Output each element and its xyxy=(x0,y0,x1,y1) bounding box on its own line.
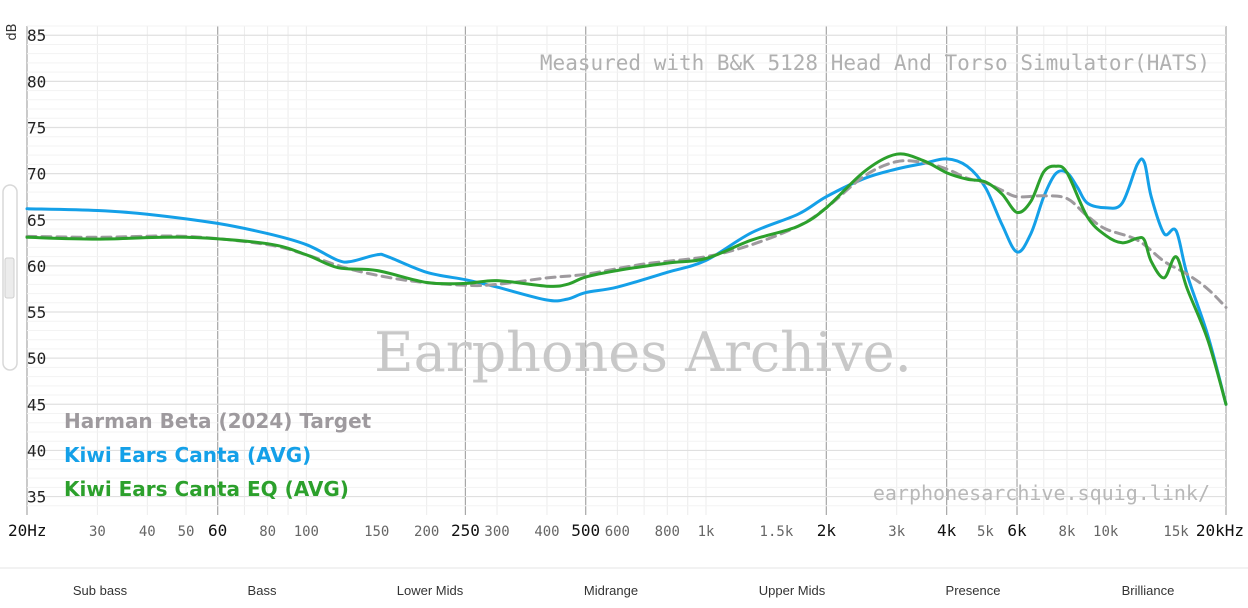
legend-entry: Kiwi Ears Canta (AVG) xyxy=(64,443,311,467)
y-axis-unit: dB xyxy=(5,23,20,40)
source-url: earphonesarchive.squig.link/ xyxy=(873,481,1210,505)
x-tick-label: 500 xyxy=(571,521,600,540)
series-line-canta xyxy=(25,157,1228,406)
x-tick-label: 1.5k xyxy=(760,524,794,540)
x-tick-label: 8k xyxy=(1059,524,1076,540)
x-tick-label: 10k xyxy=(1093,524,1119,540)
band-label: Sub bass xyxy=(73,583,128,598)
x-tick-label: 150 xyxy=(364,524,389,540)
x-tick-label: 20Hz xyxy=(8,521,47,540)
measurement-note: Measured with B&K 5128 Head And Torso Si… xyxy=(540,51,1210,75)
chart-watermark: Earphones Archive. xyxy=(374,321,912,384)
legend-entry: Kiwi Ears Canta EQ (AVG) xyxy=(64,477,349,501)
x-tick-label: 300 xyxy=(484,524,509,540)
band-label: Upper Mids xyxy=(759,583,826,598)
y-tick-label: 50 xyxy=(27,349,46,368)
y-tick-label: 65 xyxy=(27,211,46,230)
x-axis: 20Hz 30 40 50 60 80 100 150 200 250 300 400 500 600 80… xyxy=(8,521,1244,540)
x-tick-label: 50 xyxy=(178,524,195,540)
band-label: Midrange xyxy=(584,583,638,598)
band-label: Presence xyxy=(946,583,1001,598)
x-tick-label: 20kHz xyxy=(1196,521,1244,540)
band-label: Bass xyxy=(248,583,277,598)
x-tick-label: 3k xyxy=(888,524,905,540)
x-tick-label: 800 xyxy=(655,524,680,540)
y-tick-label: 60 xyxy=(27,257,46,276)
y-tick-label: 75 xyxy=(27,118,46,137)
y-tick-label: 80 xyxy=(27,72,46,91)
x-tick-label: 250 xyxy=(451,521,480,540)
x-tick-label: 1k xyxy=(698,524,715,540)
curves xyxy=(25,152,1228,406)
y-tick-label: 35 xyxy=(27,488,46,507)
left-handle-frame xyxy=(2,184,18,371)
band-label: Lower Mids xyxy=(397,583,464,598)
y-tick-label: 55 xyxy=(27,303,46,322)
y-tick-label: 45 xyxy=(27,395,46,414)
chart-grid xyxy=(26,25,1227,515)
x-tick-label: 6k xyxy=(1007,521,1027,540)
x-tick-label: 600 xyxy=(605,524,630,540)
series-line-canta-eq xyxy=(25,152,1228,406)
left-handle-grip[interactable] xyxy=(4,257,15,299)
x-tick-label: 400 xyxy=(534,524,559,540)
x-tick-label: 200 xyxy=(414,524,439,540)
chart-left-handle[interactable] xyxy=(2,184,18,371)
y-tick-label: 70 xyxy=(27,165,46,184)
y-tick-label: 85 xyxy=(27,26,46,45)
x-tick-label: 4k xyxy=(937,521,957,540)
frequency-bands: Sub bass Bass Lower Mids Midrange Upper Mids… xyxy=(0,567,1248,598)
legend-entry: Harman Beta (2024) Target xyxy=(64,409,372,433)
x-tick-label: 80 xyxy=(259,524,276,540)
band-label: Brilliance xyxy=(1122,583,1175,598)
legend: Harman Beta (2024) Target Kiwi Ears Canta… xyxy=(64,409,372,501)
x-tick-label: 15k xyxy=(1163,524,1189,540)
x-tick-label: 60 xyxy=(208,521,227,540)
x-tick-label: 40 xyxy=(139,524,156,540)
x-tick-label: 30 xyxy=(89,524,106,540)
x-tick-label: 2k xyxy=(817,521,837,540)
y-axis: 85 80 75 70 65 60 55 50 45 40 35 xyxy=(27,26,46,506)
x-tick-label: 100 xyxy=(294,524,319,540)
x-tick-label: 5k xyxy=(977,524,994,540)
y-tick-label: 40 xyxy=(27,441,46,460)
